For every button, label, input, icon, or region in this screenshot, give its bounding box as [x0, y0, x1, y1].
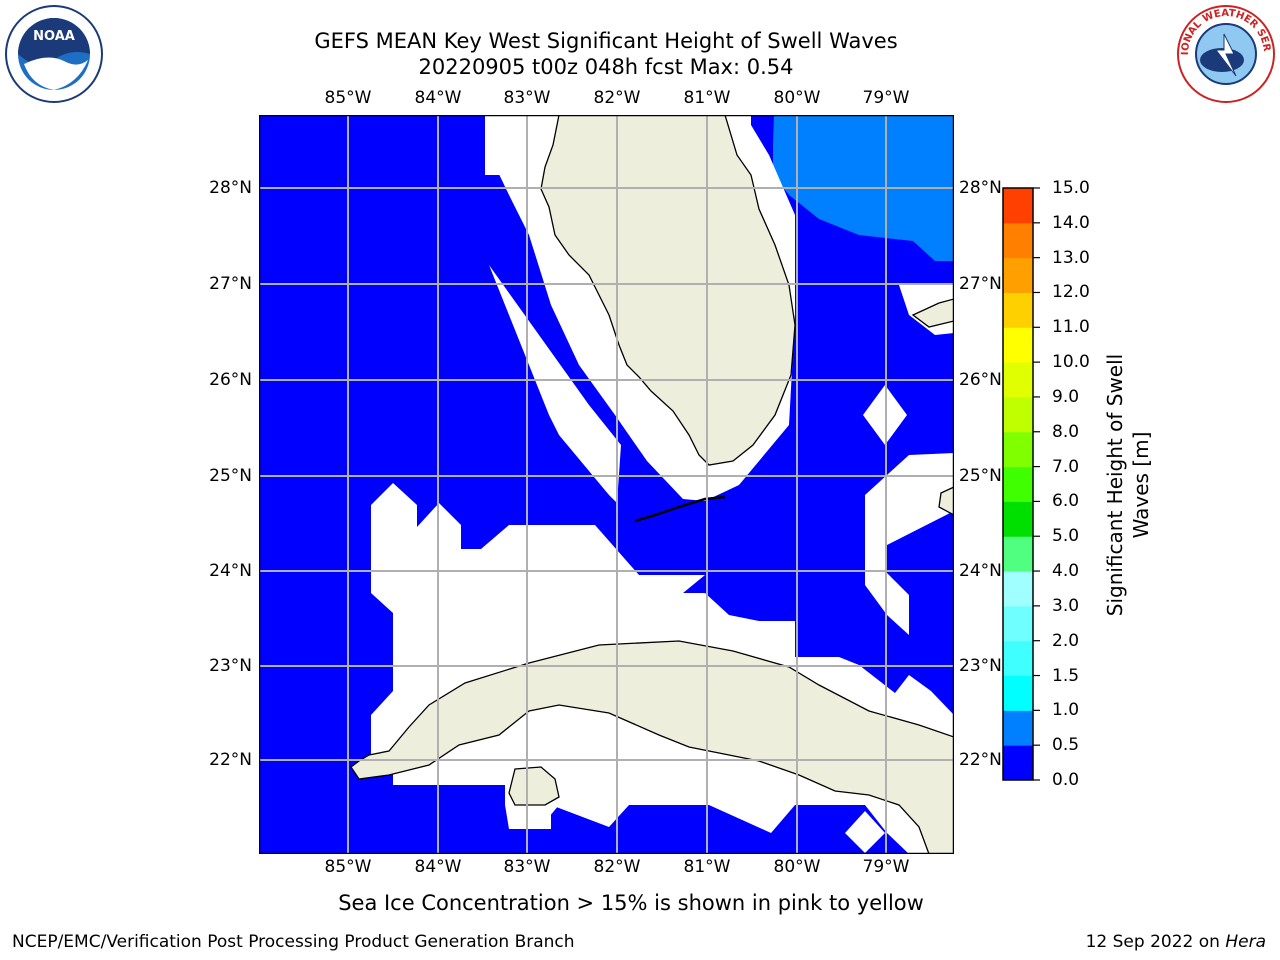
- colorbar-bin: [1003, 222, 1033, 259]
- colorbar-bin: [1003, 292, 1033, 328]
- colorbar-bin: [1003, 501, 1033, 537]
- credit-organization: NCEP/EMC/Verification Post Processing Pr…: [12, 932, 575, 952]
- colorbar-tick-label: 9.0: [1052, 386, 1080, 407]
- colorbar-bin: [1003, 605, 1033, 642]
- lat-tick: 28°N: [209, 178, 252, 198]
- lat-tick: 25°N: [209, 466, 252, 486]
- lat-tick: 24°N: [959, 561, 1002, 581]
- bahamas-land: [911, 298, 954, 328]
- florida-keys: [634, 495, 726, 523]
- credit-date-text: 12 Sep 2022 on: [1085, 932, 1220, 952]
- lat-tick: 22°N: [959, 750, 1002, 770]
- colorbar-frame: [1002, 187, 1034, 781]
- colorbar-bin: [1003, 362, 1033, 398]
- lat-tick: 26°N: [209, 370, 252, 390]
- lon-tick: 84°W: [414, 88, 462, 108]
- lon-tick: 80°W: [773, 857, 821, 877]
- sea-ice-footnote: Sea Ice Concentration > 15% is shown in …: [338, 891, 924, 915]
- lon-tick: 80°W: [773, 88, 821, 108]
- colorbar: [1002, 187, 1040, 781]
- colorbar-tick-label: 0.0: [1052, 770, 1080, 790]
- colorbar-bin: [1003, 745, 1033, 781]
- colorbar-bin: [1003, 640, 1033, 677]
- colorbar-tick-label: 5.0: [1052, 526, 1080, 547]
- colorbar-tick-label: 14.0: [1052, 212, 1090, 233]
- colorbar-tick-label: 8.0: [1052, 421, 1080, 442]
- colorbar-tick-label: 1.5: [1052, 665, 1080, 686]
- lat-tick: 25°N: [959, 466, 1002, 486]
- map-gridlines: [259, 115, 954, 854]
- colorbar-bins: [1003, 188, 1033, 781]
- landmass: [350, 115, 954, 854]
- lat-tick: 28°N: [959, 178, 1002, 198]
- lon-tick: 81°W: [683, 88, 731, 108]
- colorbar-label: Significant Height of Swell Waves [m]: [1103, 353, 1153, 617]
- colorbar-tick-label: 6.0: [1052, 491, 1080, 512]
- florida-land: [540, 115, 796, 466]
- colorbar-tick-label: 3.0: [1052, 595, 1080, 616]
- colorbar-bin: [1003, 675, 1033, 711]
- lon-tick: 84°W: [414, 857, 462, 877]
- colorbar-tick-label: 4.0: [1052, 561, 1080, 582]
- lon-tick: 81°W: [683, 857, 731, 877]
- lon-tick: 83°W: [503, 857, 551, 877]
- colorbar-bin: [1003, 571, 1033, 607]
- lon-tick: 82°W: [593, 88, 641, 108]
- colorbar-bin: [1003, 396, 1033, 433]
- credit-date: 12 Sep 2022 on Hera: [1086, 932, 1266, 952]
- colorbar-tick-label: 12.0: [1052, 282, 1090, 303]
- colorbar-bin: [1003, 710, 1033, 746]
- bahamas-land: [938, 486, 954, 516]
- isle-of-youth-land: [508, 766, 560, 806]
- colorbar-tick-label: 1.0: [1052, 700, 1080, 721]
- colorbar-bin: [1003, 257, 1033, 293]
- lon-tick: 85°W: [324, 857, 372, 877]
- cuba-land: [350, 640, 954, 854]
- colorbar-tick-label: 10.0: [1052, 352, 1090, 373]
- lat-tick: 23°N: [959, 656, 1002, 676]
- colorbar-tick-label: 13.0: [1052, 247, 1090, 268]
- colorbar-bin: [1003, 466, 1033, 502]
- colorbar-bin: [1003, 188, 1033, 224]
- colorbar-bin: [1003, 431, 1033, 468]
- colorbar-bin: [1003, 327, 1033, 363]
- lat-tick: 26°N: [959, 370, 1002, 390]
- lon-tick: 79°W: [862, 857, 910, 877]
- lon-tick: 85°W: [324, 88, 372, 108]
- nws-logo-icon: NATIONAL WEATHER SERVICE: [1176, 4, 1275, 103]
- credit-host: Hera: [1225, 932, 1266, 952]
- lon-tick: 79°W: [862, 88, 910, 108]
- colorbar-tick-label: 7.0: [1052, 456, 1080, 477]
- lat-tick: 22°N: [209, 750, 252, 770]
- chart-title: GEFS MEAN Key West Significant Height of…: [314, 29, 898, 53]
- chart-subtitle: 20220905 t00z 048h fcst Max: 0.54: [418, 55, 794, 79]
- lat-tick: 27°N: [959, 274, 1002, 294]
- swell-map: [259, 115, 954, 854]
- map-frame: [259, 115, 954, 854]
- lat-tick: 27°N: [209, 274, 252, 294]
- colorbar-bin: [1003, 536, 1033, 572]
- colorbar-tick-label: 2.0: [1052, 630, 1080, 651]
- lat-tick: 23°N: [209, 656, 252, 676]
- colorbar-tick-label: 0.5: [1052, 735, 1080, 756]
- colorbar-tick-label: 11.0: [1052, 317, 1090, 338]
- lon-tick: 83°W: [503, 88, 551, 108]
- lon-tick: 82°W: [593, 857, 641, 877]
- noaa-logo-icon: NOAA: [5, 5, 103, 103]
- colorbar-tick-label: 15.0: [1052, 178, 1090, 198]
- lat-tick: 24°N: [209, 561, 252, 581]
- noaa-logo-text: NOAA: [33, 29, 75, 44]
- colorbar-tick-marks: [1033, 187, 1040, 781]
